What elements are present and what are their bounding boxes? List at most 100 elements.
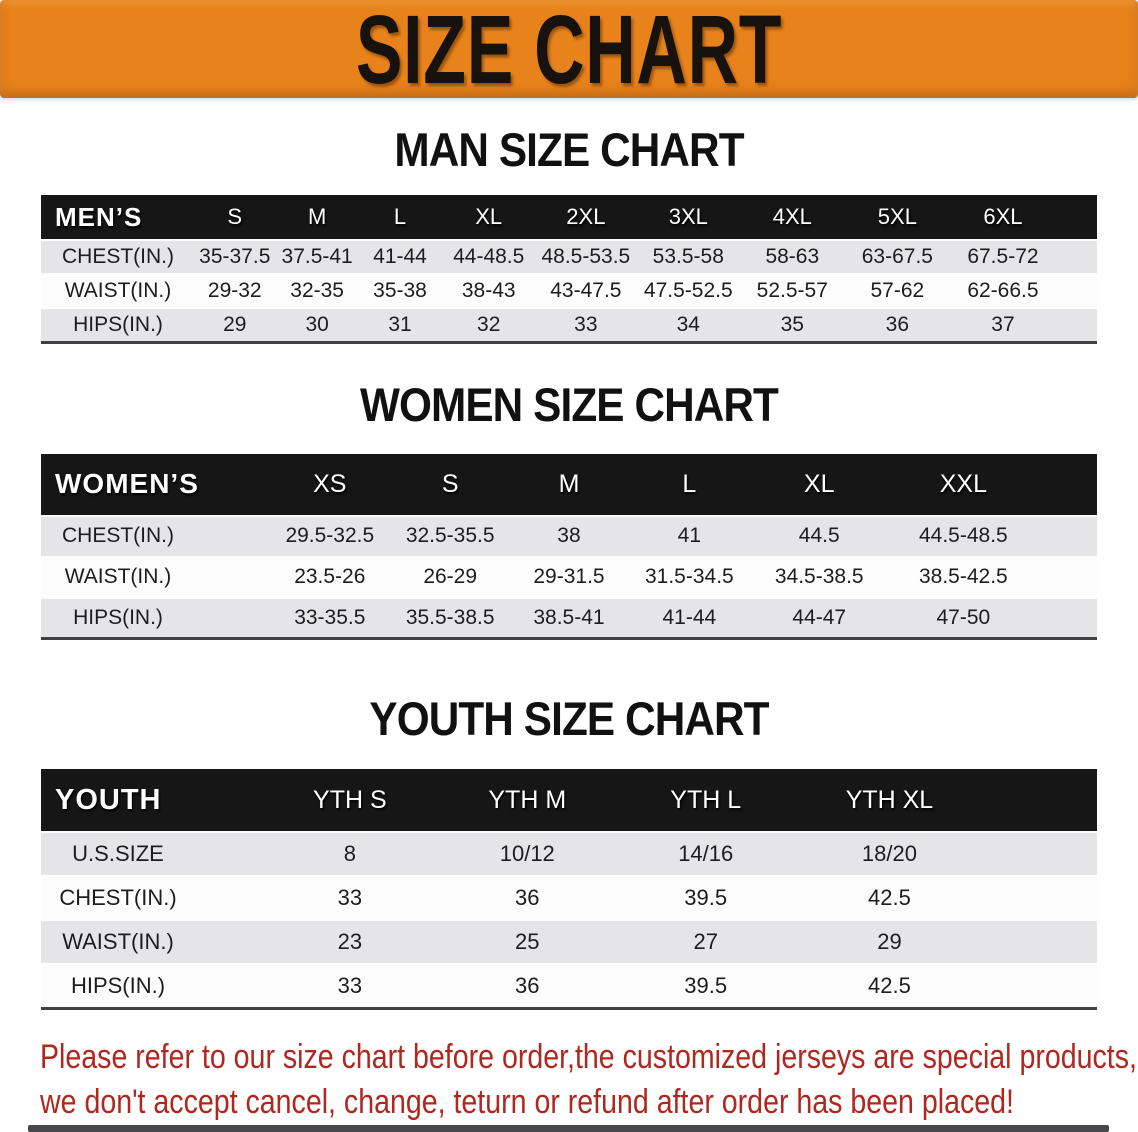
size-value-cell: 33-35.5: [269, 596, 391, 639]
size-value-cell: 39.5: [615, 963, 796, 1008]
size-value-cell: 48.5-53.5: [535, 239, 637, 274]
youth-group-label: YOUTH: [41, 769, 261, 832]
size-value-cell: 34.5-38.5: [750, 555, 888, 598]
size-value-cell: 62-66.5: [950, 273, 1056, 308]
size-value-cell: 35-38: [357, 273, 443, 308]
size-value-cell: 53.5-58: [636, 239, 741, 274]
row-label: HIPS(IN.): [41, 307, 194, 342]
size-value-cell: 23: [260, 919, 440, 964]
women-group-label: WOMEN’S: [41, 453, 270, 516]
size-value-cell: 27: [615, 919, 796, 964]
size-value-cell: 10/12: [439, 831, 616, 876]
row-spacer: [982, 919, 1097, 964]
row-label: WAIST(IN.): [41, 919, 261, 964]
row-label-text: CHEST(IN.): [62, 524, 174, 547]
column-header-5xl: 5XL: [844, 195, 951, 240]
size-value-cell: 36: [844, 307, 951, 342]
size-value-cell: 35: [740, 307, 845, 342]
row-label-text: U.S.SIZE: [72, 841, 164, 866]
men-group-label: MEN’S: [41, 195, 194, 240]
row-spacer: [1038, 555, 1097, 598]
row-label: CHEST(IN.): [41, 514, 270, 557]
table-row: WAIST(IN.) 29-32 32-35 35-38 38-43 43-47.5 47.…: [41, 273, 1097, 308]
row-label: WAIST(IN.): [41, 555, 270, 598]
column-header-yth-xl: YTH XL: [796, 769, 983, 832]
column-header-2xl: 2XL: [535, 195, 637, 240]
column-header-6xl: 6XL: [950, 195, 1056, 240]
table-row: WAIST(IN.) 23.5-26 26-29 29-31.5 31.5-34.5 34…: [41, 555, 1097, 598]
size-value-cell: 42.5: [796, 875, 983, 920]
size-value-cell: 47-50: [887, 596, 1039, 639]
size-value-cell: 67.5-72: [950, 239, 1056, 274]
size-value-cell: 36: [439, 875, 616, 920]
size-value-cell: 29-31.5: [509, 555, 629, 598]
youth-size-chart-section: YOUTH SIZE CHART YOUTH YTH S YTH M YTH L YTH…: [0, 692, 1138, 1010]
size-value-cell: 29: [193, 307, 277, 342]
size-value-cell: 41-44: [628, 596, 751, 639]
row-label: HIPS(IN.): [41, 596, 270, 639]
man-size-chart-heading: MAN SIZE CHART: [394, 123, 744, 176]
row-spacer: [1055, 239, 1097, 274]
column-header-l: L: [357, 195, 443, 240]
size-value-cell: 37: [950, 307, 1056, 342]
size-value-cell: 33: [535, 307, 637, 342]
size-value-cell: 37.5-41: [276, 239, 358, 274]
size-value-cell: 43-47.5: [535, 273, 637, 308]
column-header-4xl: 4XL: [740, 195, 845, 240]
size-value-cell: 41: [628, 514, 751, 557]
row-label-text: HIPS(IN.): [73, 312, 163, 336]
footnote-line-1: Please refer to our size chart before or…: [40, 1037, 1137, 1076]
banner: SIZE CHART: [0, 0, 1138, 98]
size-value-cell: 38.5-41: [509, 596, 629, 639]
row-label-text: CHEST(IN.): [59, 885, 177, 910]
row-label-text: WAIST(IN.): [64, 565, 172, 588]
column-header-yth-l: YTH L: [615, 769, 796, 832]
youth-size-chart-heading: YOUTH SIZE CHART: [369, 692, 769, 745]
size-value-cell: 41-44: [357, 239, 443, 274]
size-value-cell: 38.5-42.5: [887, 555, 1039, 598]
man-size-chart-section: MAN SIZE CHART MEN’S S M L XL 2XL 3XL 4XL 5XL 6XL…: [0, 123, 1138, 344]
row-spacer: [1038, 596, 1097, 639]
table-row: HIPS(IN.) 33 36 39.5 42.5: [41, 963, 1097, 1008]
table-row: HIPS(IN.) 33-35.5 35.5-38.5 38.5-41 41-44 44-…: [41, 596, 1097, 639]
table-row: HIPS(IN.) 29 30 31 32 33 34 35 36 37: [41, 307, 1097, 342]
size-value-cell: 36: [439, 963, 616, 1008]
size-value-cell: 42.5: [796, 963, 983, 1008]
row-spacer: [982, 831, 1097, 876]
size-value-cell: 63-67.5: [844, 239, 951, 274]
size-value-cell: 32-35: [276, 273, 358, 308]
size-value-cell: 47.5-52.5: [636, 273, 741, 308]
row-spacer: [982, 963, 1097, 1008]
column-header-3xl: 3XL: [636, 195, 741, 240]
column-header-l: L: [628, 453, 751, 516]
youth-size-table: YOUTH YTH S YTH M YTH L YTH XL U.S.SIZE 8 10/12…: [41, 769, 1097, 1010]
header-spacer: [1038, 453, 1097, 516]
column-header-m: M: [509, 453, 629, 516]
size-value-cell: 44-48.5: [442, 239, 536, 274]
row-spacer: [1055, 273, 1097, 308]
size-value-cell: 39.5: [615, 875, 796, 920]
row-label-text: WAIST(IN.): [64, 279, 172, 302]
table-row: WAIST(IN.) 23 25 27 29: [41, 919, 1097, 964]
size-value-cell: 35.5-38.5: [390, 596, 510, 639]
women-size-chart-heading: WOMEN SIZE CHART: [360, 377, 779, 431]
table-row: CHEST(IN.) 33 36 39.5 42.5: [41, 875, 1097, 920]
column-header-xs: XS: [269, 453, 391, 516]
size-value-cell: 38: [509, 514, 629, 557]
size-value-cell: 33: [260, 875, 440, 920]
size-value-cell: 18/20: [796, 831, 983, 876]
size-value-cell: 14/16: [615, 831, 796, 876]
size-value-cell: 38-43: [442, 273, 536, 308]
size-value-cell: 31: [357, 307, 443, 342]
size-value-cell: 23.5-26: [269, 555, 391, 598]
men-size-table: MEN’S S M L XL 2XL 3XL 4XL 5XL 6XL CHEST(IN.) 35-37…: [41, 195, 1097, 344]
column-header-xl: XL: [750, 453, 888, 516]
size-value-cell: 58-63: [740, 239, 845, 274]
size-value-cell: 31.5-34.5: [628, 555, 751, 598]
row-spacer: [1038, 514, 1097, 557]
size-value-cell: 44.5: [750, 514, 888, 557]
size-value-cell: 34: [636, 307, 741, 342]
size-value-cell: 32.5-35.5: [390, 514, 510, 557]
table-row: CHEST(IN.) 29.5-32.5 32.5-35.5 38 41 44.5 44.5…: [41, 514, 1097, 557]
